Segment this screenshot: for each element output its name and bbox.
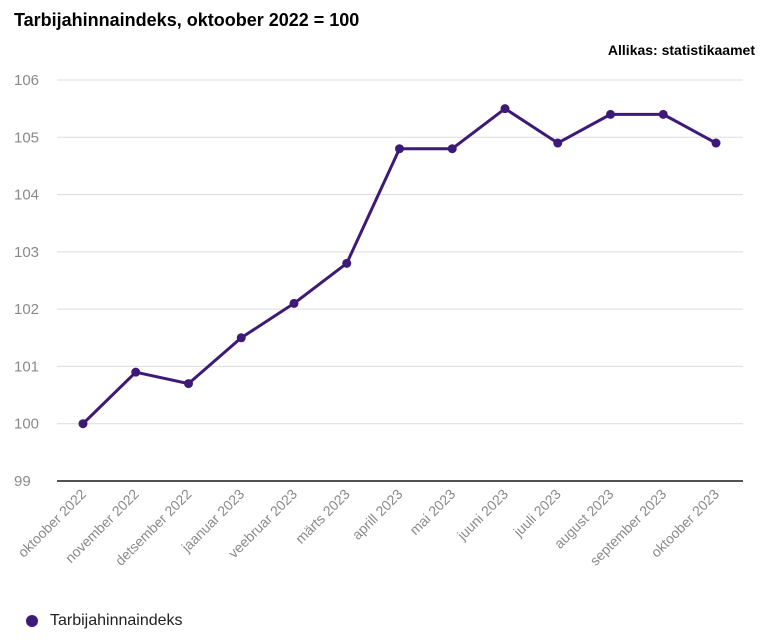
y-tick-label: 101 bbox=[14, 358, 39, 375]
y-tick-label: 100 bbox=[14, 416, 39, 433]
data-point bbox=[131, 367, 141, 377]
x-tick-label: juuli 2023 bbox=[509, 486, 564, 541]
data-point bbox=[184, 379, 193, 389]
y-tick-label: 105 bbox=[14, 129, 39, 146]
y-tick-label: 104 bbox=[14, 187, 39, 204]
data-point bbox=[78, 419, 88, 429]
x-tick-label: mai 2023 bbox=[406, 486, 458, 538]
series-line bbox=[81, 107, 718, 426]
x-tick-label: juuni 2023 bbox=[453, 486, 511, 544]
data-point bbox=[658, 109, 668, 119]
data-point bbox=[395, 144, 404, 154]
chart-title: Tarbijahinnaindeks, oktoober 2022 = 100 bbox=[14, 10, 360, 30]
legend-marker bbox=[26, 615, 38, 627]
data-point bbox=[553, 138, 563, 148]
y-tick-label: 106 bbox=[14, 72, 39, 89]
source-label: Allikas: statistikaamet bbox=[607, 42, 755, 58]
legend: Tarbijahinnaindeks bbox=[26, 612, 183, 630]
data-point bbox=[236, 333, 246, 343]
data-point bbox=[711, 138, 721, 148]
data-point bbox=[500, 104, 510, 114]
y-tick-label: 103 bbox=[14, 244, 39, 261]
x-tick-label: märts 2023 bbox=[292, 486, 353, 547]
y-tick-label: 99 bbox=[14, 473, 31, 490]
legend-label: Tarbijahinnaindeks bbox=[50, 612, 183, 629]
data-point bbox=[447, 144, 457, 154]
y-tick-label: 102 bbox=[14, 301, 39, 318]
data-point bbox=[606, 109, 615, 119]
data-point bbox=[289, 298, 299, 308]
data-point bbox=[342, 258, 352, 268]
x-tick-label: aprill 2023 bbox=[349, 486, 406, 543]
